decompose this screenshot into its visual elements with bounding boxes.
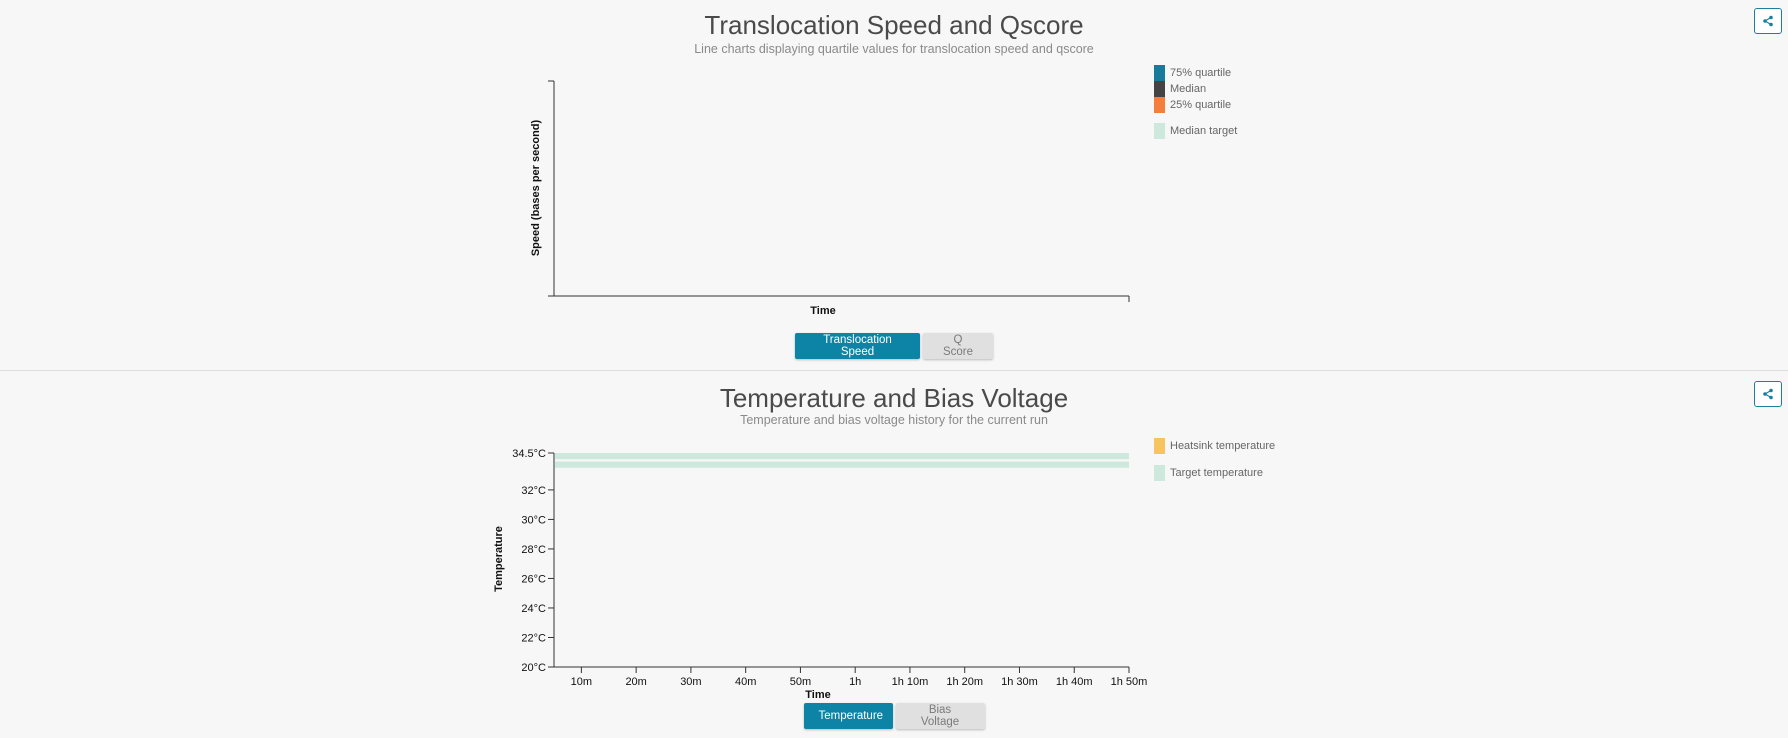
temperature-x-ticks: 10m 20m 30m 40m 50m 1h 1h 10m 1h 20m 1h 30m 1h 40… — [571, 667, 1148, 688]
x-tick-label: 20m — [625, 676, 646, 688]
y-tick-label: 32°C — [521, 485, 546, 497]
legend-label: 25% quartile — [1170, 99, 1232, 111]
x-tick-label: 1h 10m — [892, 676, 929, 688]
x-tick-label: 30m — [680, 676, 701, 688]
speed-x-axis-label: Time — [810, 305, 835, 317]
legend-label: Target temperature — [1170, 467, 1263, 479]
x-tick-label: 50m — [790, 676, 811, 688]
x-tick-label: 1h 50m — [1111, 676, 1148, 688]
speed-chart-subtitle: Line charts displaying quartile values f… — [694, 42, 1094, 56]
temperature-y-ticks: 20°C 22°C 24°C 26°C 28°C 30°C 32°C 34.5°C — [512, 448, 554, 674]
speed-chart-toggle: Translocation Speed Q Score — [0, 333, 1788, 359]
share-icon — [1763, 388, 1773, 400]
x-tick-label: 1h — [849, 676, 861, 688]
y-tick-label: 22°C — [521, 632, 546, 644]
temperature-chart: 20°C 22°C 24°C 26°C 28°C 30°C 32°C 34.5°C 10m 20… — [493, 448, 1148, 701]
legend-swatch — [1154, 438, 1165, 454]
share-button[interactable] — [1754, 8, 1782, 34]
target-temperature-band — [555, 461, 1129, 468]
bias-voltage-button[interactable]: Bias Voltage — [895, 703, 985, 729]
legend-label: Heatsink temperature — [1170, 440, 1276, 452]
y-tick-label: 24°C — [521, 603, 546, 615]
temperature-chart-title: Temperature and Bias Voltage — [719, 383, 1069, 413]
temperature-chart-toggle: Temperature Bias Voltage — [0, 703, 1788, 729]
q-score-button[interactable]: Q Score — [923, 333, 993, 359]
speed-chart-title: Translocation Speed and Qscore — [704, 10, 1084, 40]
y-tick-label: 30°C — [521, 514, 546, 526]
target-temperature-band — [555, 453, 1129, 460]
legend-label: Median target — [1170, 125, 1238, 137]
x-tick-label: 1h 40m — [1056, 676, 1093, 688]
y-tick-label: 28°C — [521, 544, 546, 556]
speed-x-axis — [554, 295, 1130, 302]
temperature-panel: Temperature and Bias Voltage Temperature… — [0, 371, 1788, 738]
legend-label: 75% quartile — [1170, 67, 1232, 79]
x-tick-label: 1h 30m — [1001, 676, 1038, 688]
temperature-y-axis-label: Temperature — [493, 526, 505, 592]
x-tick-label: 40m — [735, 676, 756, 688]
temperature-x-axis-label: Time — [805, 689, 830, 701]
speed-panel: Translocation Speed and Qscore Line char… — [0, 8, 1788, 359]
share-icon — [1763, 15, 1773, 27]
speed-chart: Time Speed (bases per second) — [530, 80, 1130, 317]
x-tick-label: 10m — [571, 676, 592, 688]
speed-y-axis-label: Speed (bases per second) — [530, 120, 542, 257]
y-tick-label: 20°C — [521, 662, 546, 674]
panel-divider — [0, 370, 1788, 371]
legend-swatch — [1154, 123, 1165, 139]
y-tick-label: 34.5°C — [512, 448, 546, 460]
legend-swatch — [1154, 65, 1165, 81]
temperature-chart-subtitle: Temperature and bias voltage history for… — [740, 413, 1048, 427]
speed-y-axis — [548, 80, 555, 297]
legend-swatch — [1154, 81, 1165, 97]
translocation-speed-button[interactable]: Translocation Speed — [795, 333, 920, 359]
share-button[interactable] — [1754, 381, 1782, 407]
temperature-button[interactable]: Temperature — [803, 703, 893, 729]
x-tick-label: 1h 20m — [946, 676, 983, 688]
legend-label: Median — [1170, 83, 1207, 95]
target-temperature-band-group — [555, 453, 1129, 468]
legend-swatch — [1154, 465, 1165, 481]
y-tick-label: 26°C — [521, 573, 546, 585]
legend-swatch — [1154, 97, 1165, 113]
